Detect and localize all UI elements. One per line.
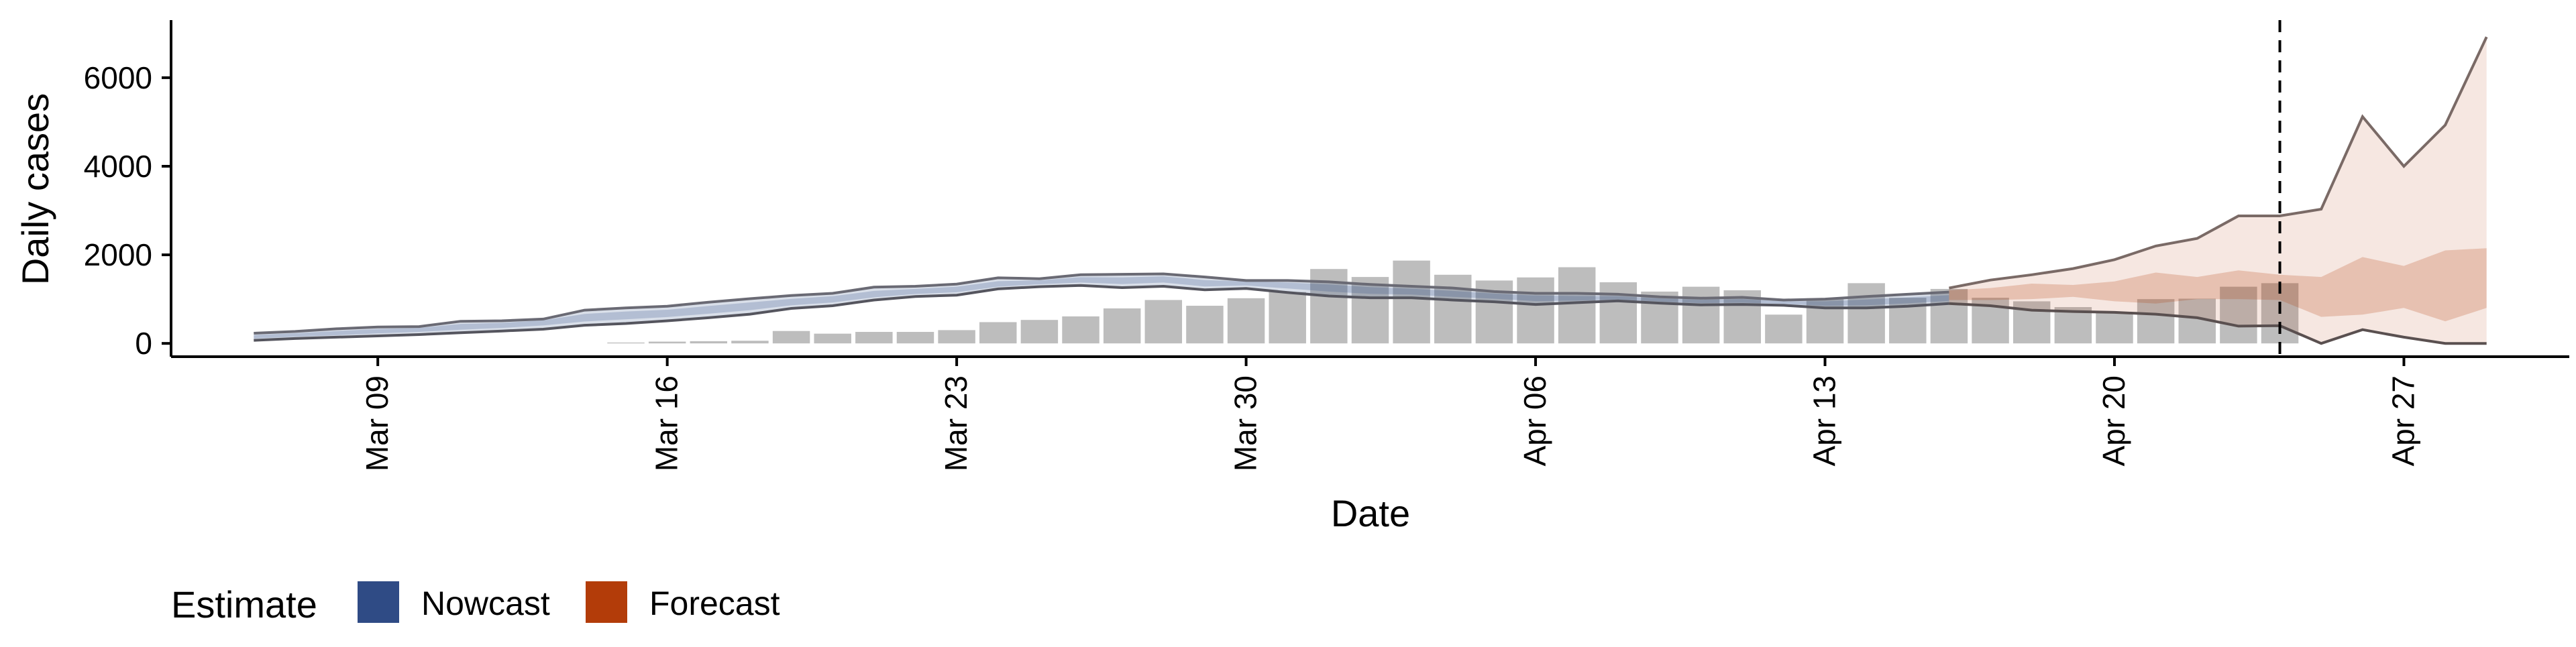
legend-label-forecast: Forecast (649, 585, 780, 622)
case-bar (1062, 316, 1099, 344)
case-bar (1351, 277, 1389, 344)
case-bar (1393, 260, 1430, 344)
forecast-upper-line (1949, 36, 2488, 290)
x-axis-title: Date (1331, 492, 1410, 534)
case-bar (1806, 298, 1844, 344)
x-tick-label: Mar 23 (938, 375, 973, 471)
case-bar (2137, 299, 2175, 344)
forecast-lower-line (1949, 302, 2487, 345)
case-bar (1269, 292, 1306, 344)
case-bar (1765, 314, 1803, 344)
y-tick-label: 0 (135, 326, 152, 361)
case-bar (690, 341, 728, 344)
case-bar (896, 332, 934, 344)
legend-label-nowcast: Nowcast (421, 585, 550, 622)
case-bar (1847, 283, 1885, 344)
case-bar (1020, 320, 1059, 344)
case-bar (1144, 300, 1183, 344)
nowcast-upper-line (254, 272, 1949, 335)
y-axis-ticks: 0 2000 4000 6000 (84, 60, 171, 361)
nowcast-lower-line (254, 284, 1949, 342)
legend: Estimate Nowcast Forecast (171, 581, 780, 626)
case-bar (1558, 267, 1596, 344)
case-bar (1930, 288, 1968, 344)
case-bar (814, 333, 851, 344)
case-bar (1227, 298, 1265, 344)
case-bar (1517, 277, 1554, 344)
case-bar (2054, 307, 2092, 344)
x-tick-label: Mar 30 (1228, 375, 1263, 471)
case-bar (1682, 286, 1720, 344)
legend-title: Estimate (171, 583, 317, 626)
x-tick-label: Apr 13 (1807, 375, 1842, 467)
case-bar (1186, 306, 1224, 344)
case-bar (731, 341, 769, 344)
y-tick-label: 2000 (84, 237, 152, 272)
forecast-inner-band (1949, 248, 2487, 322)
x-tick-label: Apr 20 (2096, 375, 2131, 467)
x-tick-label: Apr 06 (1517, 375, 1552, 467)
x-tick-label: Apr 27 (2385, 375, 2420, 467)
legend-key-nowcast (358, 581, 399, 623)
case-bar (648, 341, 686, 344)
case-bar (772, 331, 810, 344)
y-axis-title: Daily cases (14, 93, 56, 285)
case-bar (1641, 291, 1678, 344)
case-bar (938, 330, 975, 344)
x-tick-label: Mar 09 (360, 375, 394, 471)
case-bar (1103, 308, 1141, 344)
case-bar (1599, 282, 1638, 344)
case-bar (855, 332, 893, 344)
x-axis-ticks: Mar 09 Mar 16 Mar 23 Mar 30 Apr 06 Apr 13 Apr … (360, 357, 2420, 471)
x-tick-label: Mar 16 (649, 375, 684, 471)
y-tick-label: 4000 (84, 149, 152, 184)
y-tick-label: 6000 (84, 60, 152, 95)
case-bar (1434, 274, 1472, 344)
case-bar (2096, 312, 2133, 344)
case-bar (2220, 286, 2257, 344)
legend-key-forecast (586, 581, 627, 623)
bars-layer (607, 260, 2299, 344)
lines-layer (254, 36, 2488, 345)
case-bar (979, 322, 1017, 344)
